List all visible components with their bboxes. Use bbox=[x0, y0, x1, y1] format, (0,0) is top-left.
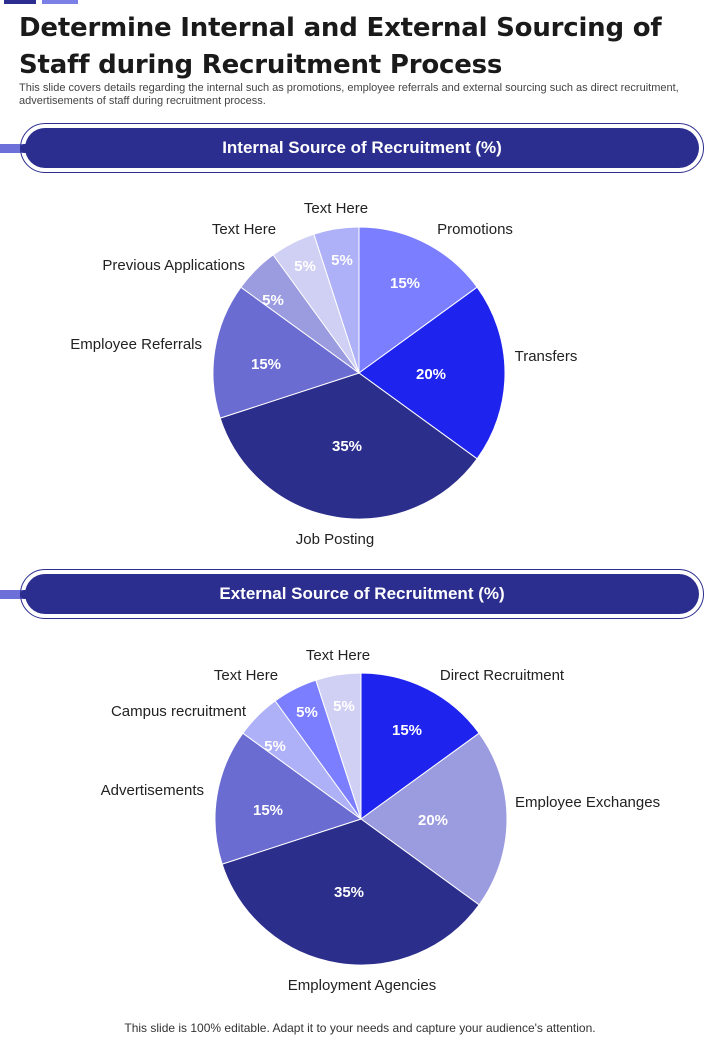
banner-dot bbox=[20, 590, 29, 599]
footer-note: This slide is 100% editable. Adapt it to… bbox=[124, 1021, 596, 1035]
external-pie-chart: Direct Recruitment Employee Exchanges Empl… bbox=[101, 647, 660, 994]
category-label: Campus recruitment bbox=[111, 703, 247, 720]
value-label: 5% bbox=[333, 698, 355, 715]
external-banner-frame: External Source of Recruitment (%) bbox=[20, 569, 704, 619]
value-label: 20% bbox=[418, 812, 448, 829]
category-label: Text Here bbox=[214, 667, 278, 684]
internal-chart-title: Internal Source of Recruitment (%) bbox=[25, 128, 699, 168]
pie-slice bbox=[221, 818, 480, 966]
banner-dot bbox=[20, 144, 29, 153]
value-label: 5% bbox=[296, 704, 318, 721]
category-label: Previous Applications bbox=[102, 257, 245, 274]
banner-connector-line bbox=[0, 144, 26, 153]
value-label: 5% bbox=[331, 252, 353, 269]
value-label: 35% bbox=[334, 884, 364, 901]
external-chart-title: External Source of Recruitment (%) bbox=[25, 574, 699, 614]
pie-slice bbox=[315, 672, 362, 820]
category-label: Job Posting bbox=[296, 531, 374, 548]
value-label: 15% bbox=[251, 356, 281, 373]
category-label: Advertisements bbox=[101, 782, 204, 799]
value-label: 15% bbox=[253, 802, 283, 819]
pie-slice bbox=[313, 226, 360, 374]
category-label: Text Here bbox=[306, 647, 370, 664]
category-label: Employee Exchanges bbox=[515, 794, 660, 811]
top-accent-dark bbox=[4, 0, 36, 4]
category-label: Text Here bbox=[212, 221, 276, 238]
category-label: Promotions bbox=[437, 221, 513, 238]
category-label: Text Here bbox=[304, 200, 368, 217]
value-label: 35% bbox=[332, 438, 362, 455]
value-label: 5% bbox=[262, 292, 284, 309]
category-label: Employment Agencies bbox=[288, 977, 436, 994]
value-label: 15% bbox=[390, 275, 420, 292]
value-label: 5% bbox=[294, 258, 316, 275]
top-accent-light bbox=[42, 0, 78, 4]
pie-slice bbox=[214, 732, 363, 865]
internal-pie-chart: Promotions Transfers Job Posting Employee R… bbox=[70, 200, 578, 548]
value-label: 15% bbox=[392, 722, 422, 739]
category-label: Direct Recruitment bbox=[440, 667, 565, 684]
pie-slice bbox=[360, 672, 480, 820]
category-label: Transfers bbox=[515, 348, 578, 365]
pie-slice bbox=[358, 286, 506, 460]
pie-slice bbox=[360, 732, 508, 906]
internal-banner-frame: Internal Source of Recruitment (%) bbox=[20, 123, 704, 173]
pie-slice bbox=[358, 226, 478, 374]
pie-slice bbox=[219, 372, 478, 520]
value-label: 5% bbox=[264, 738, 286, 755]
page-title: Determine Internal and External Sourcing… bbox=[19, 13, 662, 80]
value-label: 20% bbox=[416, 366, 446, 383]
banner-connector-line bbox=[0, 590, 26, 599]
pie-slice bbox=[212, 286, 361, 419]
category-label: Employee Referrals bbox=[70, 336, 202, 353]
page-subtitle: This slide covers details regarding the … bbox=[19, 82, 679, 107]
